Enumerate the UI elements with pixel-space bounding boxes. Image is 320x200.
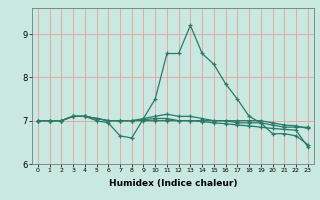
X-axis label: Humidex (Indice chaleur): Humidex (Indice chaleur) bbox=[108, 179, 237, 188]
